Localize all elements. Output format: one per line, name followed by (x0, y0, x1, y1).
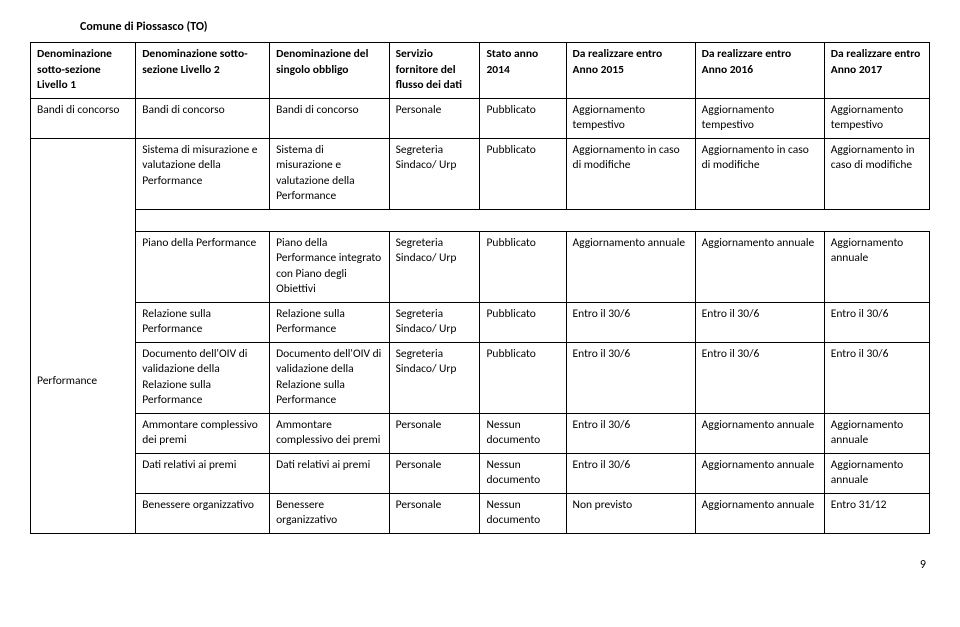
cell: Entro il 30/6 (824, 342, 929, 413)
cell: Pubblicato (480, 342, 566, 413)
cell: Aggiornamento annuale (695, 413, 824, 453)
cell: Personale (389, 453, 480, 493)
cell: Nessun documento (480, 453, 566, 493)
cell: Relazione sulla Performance (270, 302, 390, 342)
cell: Entro il 30/6 (824, 302, 929, 342)
cell: Pubblicato (480, 138, 566, 209)
col-header: Denominazione sotto-sezione Livello 2 (136, 43, 270, 99)
cell: Ammontare complessivo dei premi (270, 413, 390, 453)
cell: Aggiornamento annuale (824, 231, 929, 302)
cell: Documento dell'OIV di validazione della … (270, 342, 390, 413)
table-header-row: Denominazione sotto-sezione Livello 1 De… (31, 43, 930, 99)
cell: Nessun documento (480, 493, 566, 533)
table-row: Performance Piano della Performance Pian… (31, 231, 930, 302)
table-row: Benessere organizzativo Benessere organi… (31, 493, 930, 533)
cell: Aggiornamento in caso di modifiche (824, 138, 929, 209)
cell: Benessere organizzativo (136, 493, 270, 533)
table-row: Relazione sulla Performance Relazione su… (31, 302, 930, 342)
cell: Entro il 30/6 (695, 342, 824, 413)
cell: Pubblicato (480, 231, 566, 302)
cell: Pubblicato (480, 302, 566, 342)
cell: Aggiornamento tempestivo (695, 98, 824, 138)
cell: Aggiornamento in caso di modifiche (695, 138, 824, 209)
table-row: Documento dell'OIV di validazione della … (31, 342, 930, 413)
cell: Segreteria Sindaco/ Urp (389, 342, 480, 413)
col-header: Da realizzare entro Anno 2017 (824, 43, 929, 99)
col-header: Servizio fornitore del flusso dei dati (389, 43, 480, 99)
cell: Personale (389, 493, 480, 533)
cell: Segreteria Sindaco/ Urp (389, 138, 480, 209)
cell: Personale (389, 413, 480, 453)
cell: Aggiornamento annuale (695, 493, 824, 533)
col-header: Denominazione del singolo obbligo (270, 43, 390, 99)
doc-title: Comune di Piossasco (TO) (80, 20, 930, 34)
col-header: Da realizzare entro Anno 2015 (566, 43, 695, 99)
cell: Aggiornamento annuale (695, 453, 824, 493)
cell: Dati relativi ai premi (270, 453, 390, 493)
cell: Aggiornamento annuale (824, 453, 929, 493)
section-label: Performance (31, 231, 136, 533)
cell: Non previsto (566, 493, 695, 533)
cell: Entro il 30/6 (566, 453, 695, 493)
cell: Ammontare complessivo dei premi (136, 413, 270, 453)
cell: Aggiornamento annuale (695, 231, 824, 302)
cell: Nessun documento (480, 413, 566, 453)
cell: Piano della Performance (136, 231, 270, 302)
cell: Entro 31/12 (824, 493, 929, 533)
cell: Entro il 30/6 (566, 302, 695, 342)
page-number: 9 (30, 558, 930, 572)
cell: Pubblicato (480, 98, 566, 138)
cell-empty (31, 138, 136, 209)
cell: Personale (389, 98, 480, 138)
cell: Aggiornamento tempestivo (566, 98, 695, 138)
cell: Benessere organizzativo (270, 493, 390, 533)
cell: Sistema di misurazione e valutazione del… (136, 138, 270, 209)
cell: Entro il 30/6 (695, 302, 824, 342)
col-header: Da realizzare entro Anno 2016 (695, 43, 824, 99)
cell: Bandi di concorso (136, 98, 270, 138)
table-row: Bandi di concorso Bandi di concorso Band… (31, 98, 930, 138)
col-header: Denominazione sotto-sezione Livello 1 (31, 43, 136, 99)
cell: Bandi di concorso (31, 98, 136, 138)
main-table: Denominazione sotto-sezione Livello 1 De… (30, 42, 930, 534)
table-row: Dati relativi ai premi Dati relativi ai … (31, 453, 930, 493)
cell: Bandi di concorso (270, 98, 390, 138)
spacer-row (31, 209, 930, 231)
cell: Sistema di misurazione e valutazione del… (270, 138, 390, 209)
cell: Entro il 30/6 (566, 413, 695, 453)
cell: Aggiornamento annuale (824, 413, 929, 453)
table-row: Ammontare complessivo dei premi Ammontar… (31, 413, 930, 453)
cell: Piano della Performance integrato con Pi… (270, 231, 390, 302)
col-header: Stato anno 2014 (480, 43, 566, 99)
cell: Documento dell'OIV di validazione della … (136, 342, 270, 413)
cell: Relazione sulla Performance (136, 302, 270, 342)
cell: Aggiornamento in caso di modifiche (566, 138, 695, 209)
cell: Aggiornamento annuale (566, 231, 695, 302)
spacer-cell (136, 209, 930, 231)
cell: Entro il 30/6 (566, 342, 695, 413)
spacer-cell (31, 209, 136, 231)
table-row: Sistema di misurazione e valutazione del… (31, 138, 930, 209)
cell: Segreteria Sindaco/ Urp (389, 231, 480, 302)
cell: Aggiornamento tempestivo (824, 98, 929, 138)
cell: Segreteria Sindaco/ Urp (389, 302, 480, 342)
cell: Dati relativi ai premi (136, 453, 270, 493)
